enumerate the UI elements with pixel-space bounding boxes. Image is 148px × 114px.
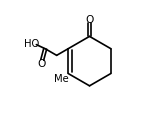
Text: HO: HO (24, 39, 39, 49)
Text: O: O (37, 59, 46, 69)
Text: O: O (85, 14, 94, 24)
Text: Me: Me (54, 73, 69, 83)
